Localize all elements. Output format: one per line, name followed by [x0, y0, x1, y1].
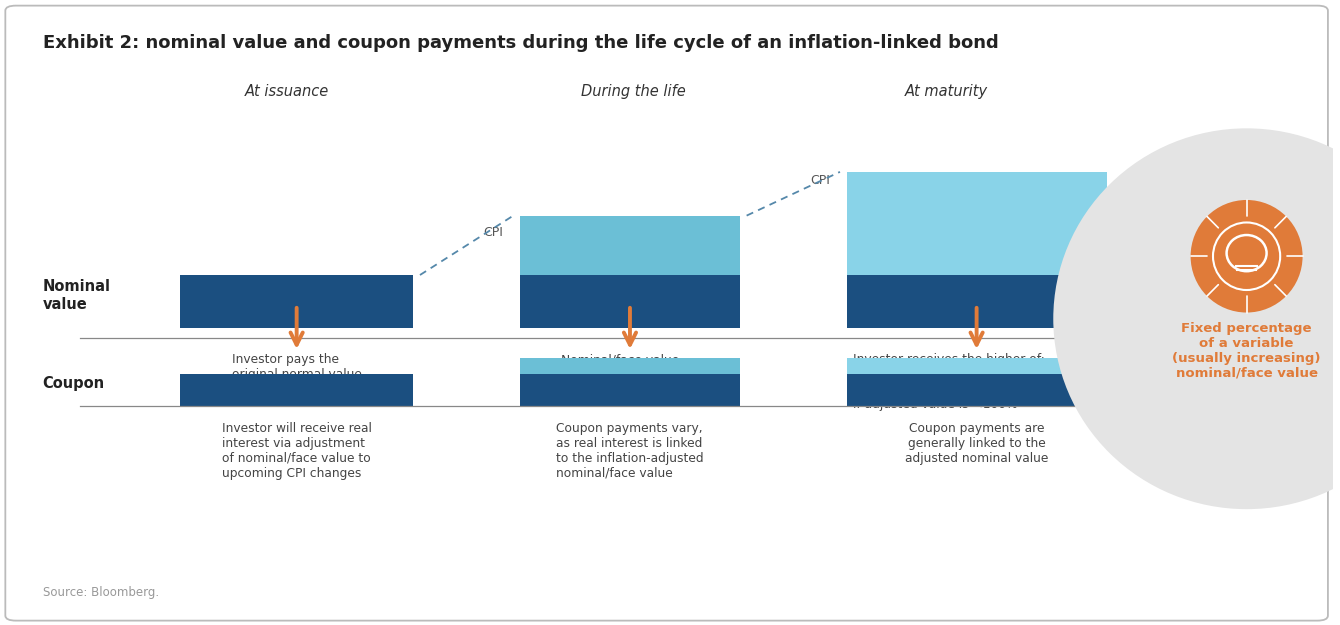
- Text: Nominal/face value
is adjusted to monthly
CPI changes: Nominal/face value is adjusted to monthl…: [561, 353, 698, 396]
- Bar: [520, 216, 740, 275]
- Ellipse shape: [1191, 200, 1302, 312]
- Bar: [520, 275, 740, 328]
- Ellipse shape: [1213, 222, 1280, 290]
- Bar: [847, 358, 1107, 374]
- Bar: [520, 358, 740, 374]
- FancyBboxPatch shape: [5, 6, 1328, 621]
- Text: Fixed percentage
of a variable
(usually increasing)
nominal/face value: Fixed percentage of a variable (usually …: [1172, 322, 1321, 380]
- Bar: [520, 374, 740, 406]
- Text: CPI: CPI: [809, 174, 829, 188]
- Bar: [180, 374, 413, 406]
- Text: CPI: CPI: [484, 226, 504, 239]
- Text: }: }: [1123, 362, 1144, 396]
- Bar: [847, 275, 1107, 328]
- Text: Coupon: Coupon: [43, 376, 105, 391]
- Text: During the life: During the life: [582, 84, 686, 99]
- Text: At issuance: At issuance: [244, 84, 328, 99]
- Text: Investor will receive real
interest via adjustment
of nominal/face value to
upco: Investor will receive real interest via …: [221, 422, 371, 480]
- Text: Exhibit 2: nominal value and coupon payments during the life cycle of an inflati: Exhibit 2: nominal value and coupon paym…: [43, 34, 998, 52]
- Bar: [847, 374, 1107, 406]
- Text: At maturity: At maturity: [905, 84, 988, 99]
- Ellipse shape: [1053, 128, 1340, 509]
- Text: Coupon payments are
generally linked to the
adjusted nominal value: Coupon payments are generally linked to …: [905, 422, 1048, 465]
- Text: Investor pays the
original normal value: Investor pays the original normal value: [232, 353, 362, 381]
- Bar: [180, 275, 413, 328]
- Text: Nominal
value: Nominal value: [43, 279, 111, 311]
- Text: Source: Bloomberg.: Source: Bloomberg.: [43, 586, 158, 599]
- Bar: [847, 172, 1107, 275]
- Text: Investor receives the higher of:
1. the adjusted or
2. the original face value,
: Investor receives the higher of: 1. the …: [854, 353, 1045, 411]
- Text: Coupon payments vary,
as real interest is linked
to the inflation-adjusted
nomin: Coupon payments vary, as real interest i…: [556, 422, 704, 480]
